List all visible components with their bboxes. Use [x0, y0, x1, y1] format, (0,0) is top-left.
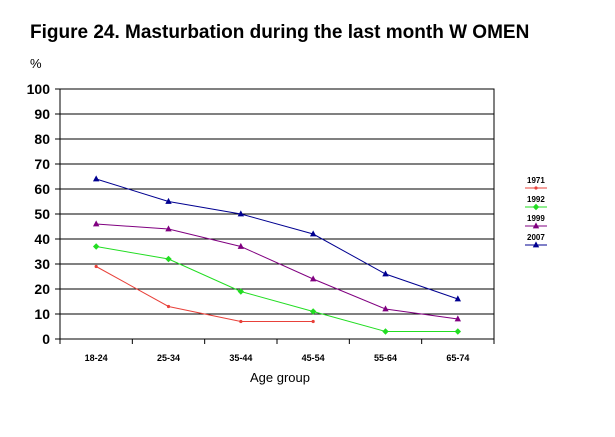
y-tick-label: 60 — [34, 181, 50, 197]
y-tick-label: 70 — [34, 156, 50, 172]
data-point-1992 — [165, 255, 172, 263]
series-line-1992 — [96, 246, 458, 332]
data-point-2007 — [382, 270, 389, 277]
data-point-1992 — [237, 288, 245, 295]
data-point-1999 — [309, 275, 317, 282]
y-tick-label: 100 — [27, 81, 51, 97]
x-tick-label: 45-54 — [302, 353, 325, 363]
y-tick-label: 40 — [34, 231, 50, 247]
y-tick-label: 90 — [34, 106, 50, 122]
data-point-2007 — [237, 210, 245, 217]
y-tick-label: 0 — [42, 331, 50, 347]
legend: 1971 1992 1999 2007 — [525, 176, 547, 248]
data-point-1971 — [166, 304, 171, 309]
y-axis-label: % — [30, 56, 42, 71]
data-point-1971 — [311, 319, 315, 324]
data-point-1999 — [454, 315, 462, 322]
data-point-1999 — [165, 225, 172, 232]
legend-marker-1971 — [534, 186, 538, 190]
y-tick-label: 50 — [34, 206, 50, 222]
y-tick-label: 20 — [34, 281, 50, 297]
data-point-2007 — [92, 175, 100, 182]
legend-marker-1999 — [532, 222, 540, 229]
data-point-1971 — [94, 264, 98, 269]
x-tick-label: 65-74 — [446, 353, 469, 363]
x-tick-label: 18-24 — [85, 353, 108, 363]
legend-marker-2007 — [532, 241, 540, 248]
data-point-1992 — [92, 243, 100, 250]
x-axis-label: Age group — [250, 370, 310, 385]
series-line-1971 — [95, 266, 314, 322]
series-line-2007 — [96, 178, 458, 300]
legend-label-1971: 1971 — [527, 176, 545, 185]
y-tick-label: 80 — [34, 131, 50, 147]
data-point-1999 — [237, 242, 245, 249]
data-point-1992 — [309, 308, 317, 315]
y-tick-label: 10 — [34, 306, 50, 322]
plot-area: 0 10 20 30 40 50 60 70 80 90 100 18-24 25-34 35-44 45-… — [27, 81, 495, 363]
data-point-1992 — [454, 328, 462, 335]
data-point-2007 — [454, 295, 462, 302]
y-tick-label: 30 — [34, 256, 50, 272]
legend-marker-1992 — [532, 203, 540, 211]
legend-label-2007: 2007 — [527, 233, 545, 242]
chart-title: Figure 24. Masturbation during the last … — [30, 22, 529, 43]
x-tick-label: 25-34 — [157, 353, 180, 363]
legend-label-1999: 1999 — [527, 214, 545, 223]
series-line-1999 — [96, 223, 458, 320]
data-point-1992 — [382, 328, 389, 335]
legend-label-1992: 1992 — [527, 195, 545, 204]
data-point-1971 — [239, 319, 243, 324]
data-point-1999 — [382, 305, 389, 312]
data-point-2007 — [309, 230, 317, 237]
data-point-2007 — [165, 197, 172, 204]
x-tick-label: 35-44 — [229, 353, 252, 363]
data-point-1999 — [92, 220, 100, 227]
x-tick-label: 55-64 — [374, 353, 397, 363]
